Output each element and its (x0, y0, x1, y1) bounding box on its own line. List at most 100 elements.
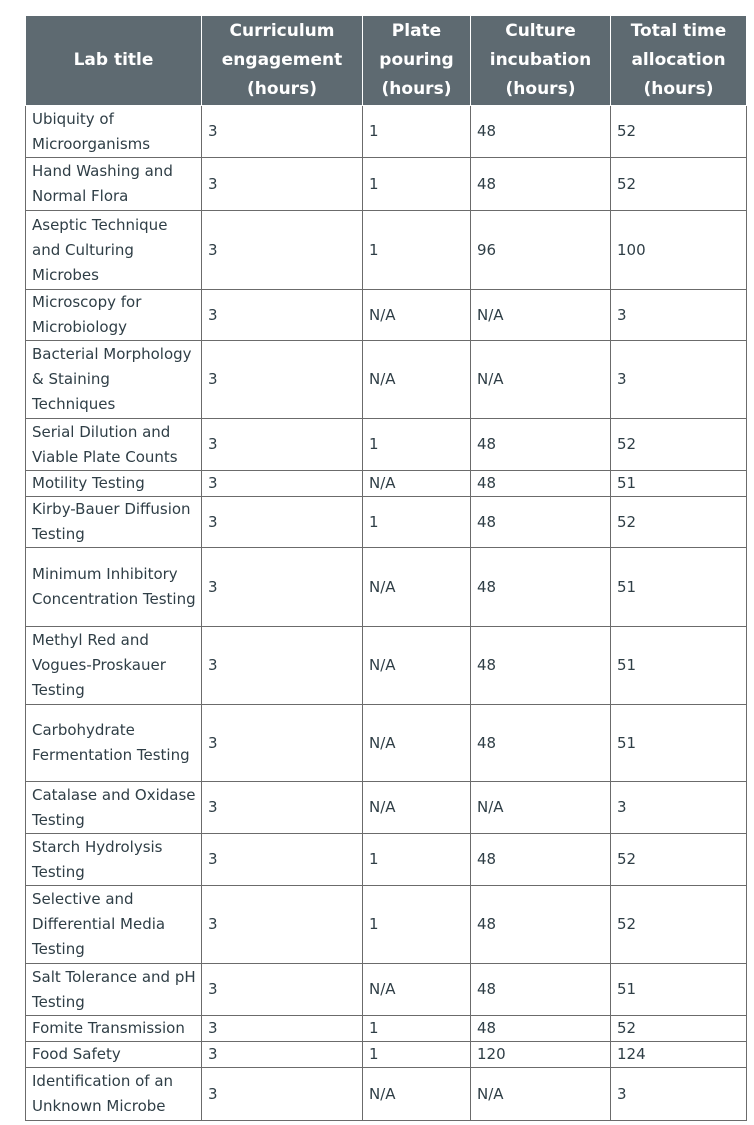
table-row: Bacterial Morphology & Staining Techniqu… (25, 340, 747, 419)
hours-cell: 100 (610, 210, 747, 290)
table-row: Hand Washing and Normal Flora 3 1 48 52 (25, 157, 747, 211)
hours-cell: 3 (201, 340, 363, 419)
hours-cell: 48 (470, 105, 611, 158)
hours-cell: 1 (362, 105, 471, 158)
table-row: Fomite Transmission 3 1 48 52 (25, 1015, 747, 1042)
hours-cell: 1 (362, 157, 471, 211)
hours-cell: 52 (610, 418, 747, 471)
table-row: Starch Hydrolysis Testing 3 1 48 52 (25, 833, 747, 886)
hours-cell: 3 (201, 289, 363, 341)
hours-cell: N/A (362, 1067, 471, 1121)
hours-cell: 51 (610, 704, 747, 782)
hours-cell: 3 (201, 105, 363, 158)
hours-cell: N/A (362, 626, 471, 705)
table-row: Aseptic Technique and Culturing Microbes… (25, 210, 747, 290)
hours-cell: 52 (610, 833, 747, 886)
hours-cell: 3 (201, 496, 363, 548)
table-row: Identification of an Unknown Microbe 3 N/A… (25, 1067, 747, 1121)
hours-cell: 3 (201, 157, 363, 211)
hours-cell: 3 (201, 885, 363, 964)
table-row: Selective and Differential Media Testing… (25, 885, 747, 964)
table-row: Motility Testing 3 N/A 48 51 (25, 470, 747, 497)
header-cell: Culture incubation (hours) (470, 15, 611, 106)
hours-cell: 3 (201, 781, 363, 834)
hours-cell: 3 (610, 289, 747, 341)
hours-cell: N/A (362, 781, 471, 834)
hours-cell: 3 (201, 1015, 363, 1042)
hours-cell: 3 (610, 781, 747, 834)
lab-title-cell: Methyl Red and Vogues-Proskauer Testing (25, 626, 202, 705)
hours-cell: 48 (470, 704, 611, 782)
hours-cell: 124 (610, 1041, 747, 1068)
hours-cell: 3 (610, 1067, 747, 1121)
lab-title-cell: Hand Washing and Normal Flora (25, 157, 202, 211)
table-row: Salt Tolerance and pH Testing 3 N/A 48 51 (25, 963, 747, 1016)
hours-cell: 3 (610, 340, 747, 419)
table-wrap: Lab title Curriculum engagement (hours) Pl… (25, 15, 747, 1121)
hours-cell: 1 (362, 418, 471, 471)
lab-title-cell: Carbohydrate Fermentation Testing (25, 704, 202, 782)
header-cell: Total time allocation (hours) (610, 15, 747, 106)
header-row: Lab title Curriculum engagement (hours) Pl… (25, 15, 747, 106)
table-row: Catalase and Oxidase Testing 3 N/A N/A 3 (25, 781, 747, 834)
lab-title-cell: Bacterial Morphology & Staining Techniqu… (25, 340, 202, 419)
hours-cell: N/A (362, 963, 471, 1016)
hours-cell: 52 (610, 885, 747, 964)
table-body: Ubiquity of Microorganisms 3 1 48 52 Hand Was… (25, 105, 747, 1121)
hours-cell: 51 (610, 470, 747, 497)
hours-cell: 1 (362, 1015, 471, 1042)
hours-cell: 52 (610, 1015, 747, 1042)
lab-title-cell: Serial Dilution and Viable Plate Counts (25, 418, 202, 471)
hours-cell: 52 (610, 105, 747, 158)
hours-cell: 3 (201, 626, 363, 705)
hours-cell: N/A (362, 289, 471, 341)
lab-title-cell: Salt Tolerance and pH Testing (25, 963, 202, 1016)
hours-cell: 3 (201, 704, 363, 782)
lab-title-cell: Identification of an Unknown Microbe (25, 1067, 202, 1121)
lab-title-cell: Motility Testing (25, 470, 202, 497)
header-cell: Plate pouring (hours) (362, 15, 471, 106)
hours-cell: N/A (362, 547, 471, 627)
hours-cell: 3 (201, 963, 363, 1016)
lab-title-cell: Catalase and Oxidase Testing (25, 781, 202, 834)
hours-cell: 1 (362, 210, 471, 290)
lab-title-cell: Starch Hydrolysis Testing (25, 833, 202, 886)
lab-title-cell: Ubiquity of Microorganisms (25, 105, 202, 158)
hours-cell: 1 (362, 496, 471, 548)
lab-title-cell: Aseptic Technique and Culturing Microbes (25, 210, 202, 290)
hours-cell: 1 (362, 1041, 471, 1068)
hours-cell: 48 (470, 833, 611, 886)
table-row: Microscopy for Microbiology 3 N/A N/A 3 (25, 289, 747, 341)
hours-cell: 48 (470, 418, 611, 471)
table-row: Food Safety 3 1 120 124 (25, 1041, 747, 1068)
table-row: Minimum Inhibitory Concentration Testing… (25, 547, 747, 627)
hours-cell: 48 (470, 496, 611, 548)
header-cell: Curriculum engagement (hours) (201, 15, 363, 106)
lab-title-cell: Food Safety (25, 1041, 202, 1068)
hours-cell: 3 (201, 833, 363, 886)
lab-title-cell: Microscopy for Microbiology (25, 289, 202, 341)
table-row: Methyl Red and Vogues-Proskauer Testing 3… (25, 626, 747, 705)
hours-cell: 48 (470, 470, 611, 497)
hours-cell: N/A (362, 470, 471, 497)
lab-title-cell: Selective and Differential Media Testing (25, 885, 202, 964)
hours-cell: 3 (201, 1041, 363, 1068)
hours-cell: 48 (470, 626, 611, 705)
hours-cell: N/A (470, 781, 611, 834)
hours-cell: 48 (470, 1015, 611, 1042)
hours-cell: 3 (201, 210, 363, 290)
hours-cell: 51 (610, 626, 747, 705)
hours-cell: 3 (201, 418, 363, 471)
table-row: Ubiquity of Microorganisms 3 1 48 52 (25, 105, 747, 158)
hours-cell: N/A (470, 1067, 611, 1121)
lab-title-cell: Kirby-Bauer Diffusion Testing (25, 496, 202, 548)
table-row: Serial Dilution and Viable Plate Counts 3… (25, 418, 747, 471)
lab-table: Lab title Curriculum engagement (hours) Pl… (25, 15, 747, 1121)
table-row: Carbohydrate Fermentation Testing 3 N/A 48 5… (25, 704, 747, 782)
hours-cell: N/A (470, 340, 611, 419)
hours-cell: 3 (201, 547, 363, 627)
hours-cell: 3 (201, 470, 363, 497)
hours-cell: N/A (470, 289, 611, 341)
table-row: Kirby-Bauer Diffusion Testing 3 1 48 52 (25, 496, 747, 548)
